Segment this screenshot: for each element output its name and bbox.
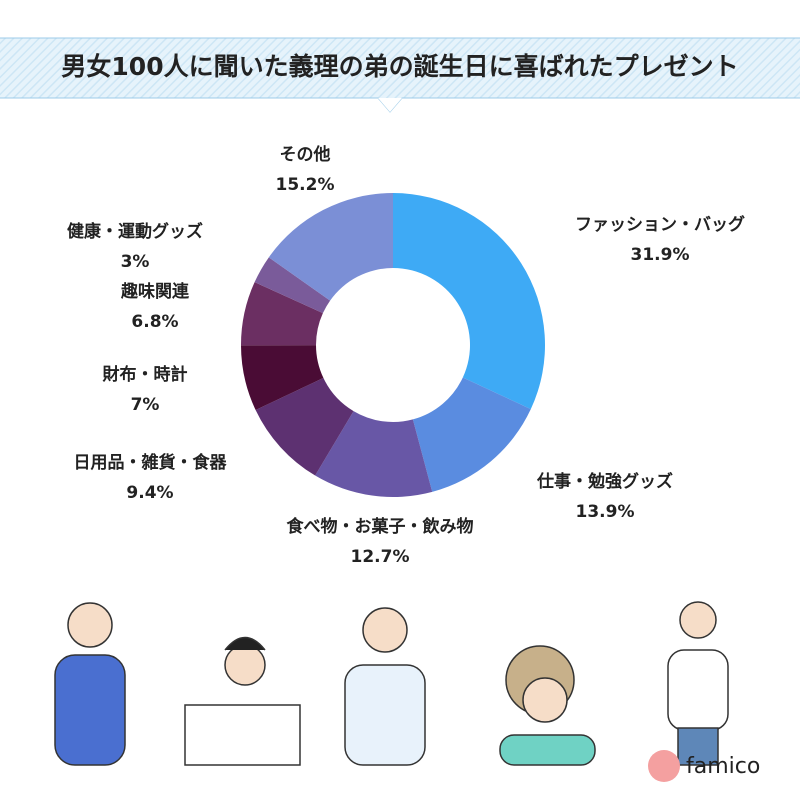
title-banner: [0, 38, 800, 98]
value-label: 9.4%: [126, 483, 173, 503]
donut-slice: [254, 257, 331, 314]
donut-slice: [393, 193, 546, 410]
slice-label: 食べ物・お菓子・飲み物: [287, 516, 474, 537]
slice-label: 健康・運動グッズ: [67, 221, 203, 242]
donut-slice: [241, 345, 324, 410]
value-label: 31.9%: [631, 245, 690, 265]
value-label: 13.9%: [576, 502, 635, 522]
value-label: 15.2%: [276, 175, 335, 195]
slice-label: ファッション・バッグ: [575, 214, 745, 235]
slice-label: 財布・時計: [102, 364, 188, 385]
slice-label: 趣味関連: [120, 281, 190, 302]
brand-name: famico: [686, 754, 760, 779]
chart-title: 男女100人に聞いた義理の弟の誕生日に喜ばれたプレゼント: [61, 52, 738, 81]
donut-slice: [241, 282, 323, 346]
slice-label: その他: [280, 144, 331, 165]
donut-slice: [315, 411, 433, 497]
donut-slice: [268, 193, 393, 301]
donut-slice: [255, 377, 354, 476]
value-label: 6.8%: [131, 312, 178, 332]
illustrations: [54, 601, 729, 766]
banner-pointer: [378, 98, 402, 112]
slice-label: 日用品・雑貨・食器: [74, 452, 228, 473]
donut-slice: [412, 377, 531, 492]
value-label: 12.7%: [351, 547, 410, 567]
slice-label: 仕事・勉強グッズ: [536, 471, 673, 492]
value-label: 7%: [131, 395, 160, 415]
value-label: 3%: [121, 252, 150, 272]
brand-logo: [648, 750, 680, 782]
